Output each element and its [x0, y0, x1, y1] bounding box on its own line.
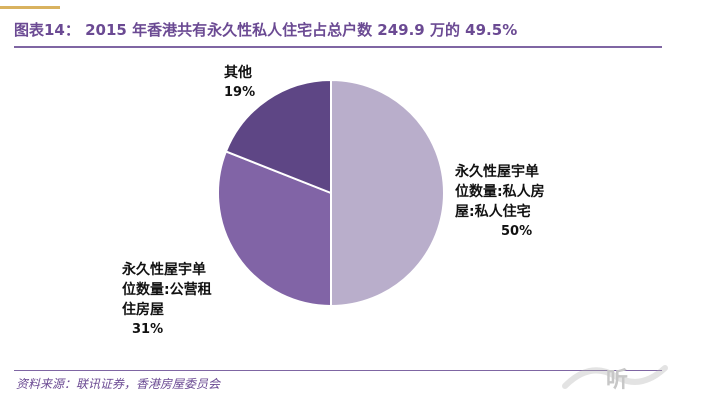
top-accent-bar: [0, 6, 60, 9]
slice-label-private-line3: 屋:私人住宅: [455, 204, 531, 220]
slice-label-other-line1: 其他: [224, 65, 252, 81]
top-border: [0, 0, 702, 8]
slice-label-private-line1: 永久性屋宇单: [455, 164, 539, 180]
slice-pct-other: 19%: [224, 85, 256, 100]
watermark-text: 听: [606, 368, 629, 393]
pie-slice-other: [224, 78, 332, 195]
title-divider: [14, 46, 662, 48]
slice-label-private: 永久性屋宇单 位数量:私人房 屋:私人住宅 50%: [455, 162, 545, 242]
pie-svg: [217, 78, 445, 308]
figure-title: 图表14： 2015 年香港共有永久性私人住宅占总户数 249.9 万的 49.…: [14, 21, 518, 39]
slice-label-public-line3: 住房屋: [122, 302, 164, 318]
slice-label-public-line2: 位数量:公营租: [122, 282, 212, 298]
slice-pct-private: 50%: [501, 224, 533, 239]
slice-label-public-line1: 永久性屋宇单: [122, 262, 206, 278]
pie-slice-public: [217, 150, 332, 308]
slice-pct-public: 31%: [132, 322, 164, 337]
source-divider: [14, 370, 662, 371]
slice-label-private-line2: 位数量:私人房: [455, 184, 545, 200]
pie-chart: 其他 19% 永久性屋宇单 位数量:私人房 屋:私人住宅 50% 永久性屋宇单 …: [0, 50, 702, 370]
source-note: 资料来源：联讯证券，香港房屋委员会: [16, 377, 221, 391]
slice-label-public: 永久性屋宇单 位数量:公营租 住房屋 31%: [122, 260, 212, 340]
logo-wave-icon: [562, 365, 668, 389]
slice-label-other: 其他 19%: [224, 63, 255, 103]
pie-slice-private: [330, 78, 445, 308]
